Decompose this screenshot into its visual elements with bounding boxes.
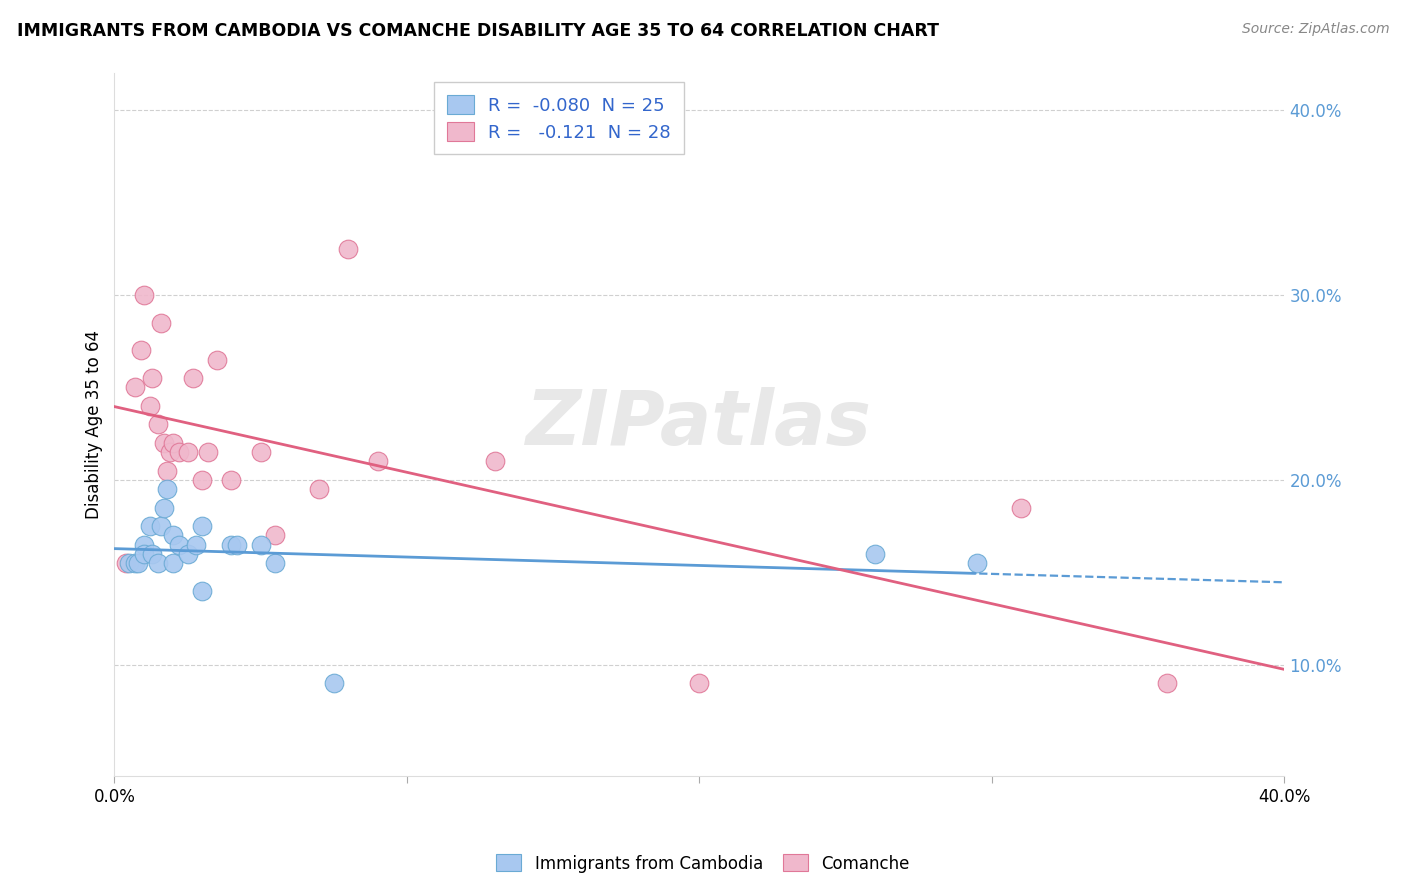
Point bbox=[966, 556, 988, 570]
Point bbox=[150, 316, 173, 330]
Point bbox=[138, 519, 160, 533]
Point bbox=[205, 352, 228, 367]
Point bbox=[176, 547, 198, 561]
Point bbox=[124, 380, 146, 394]
Point bbox=[221, 538, 243, 552]
Point bbox=[150, 519, 173, 533]
Point bbox=[484, 454, 506, 468]
Point bbox=[162, 436, 184, 450]
Point bbox=[176, 445, 198, 459]
Point bbox=[156, 482, 179, 496]
Point bbox=[141, 371, 163, 385]
Point bbox=[264, 556, 287, 570]
Point bbox=[688, 676, 710, 690]
Point bbox=[141, 547, 163, 561]
Point bbox=[1156, 676, 1178, 690]
Point bbox=[226, 538, 249, 552]
Point bbox=[186, 538, 208, 552]
Point bbox=[863, 547, 886, 561]
Point bbox=[191, 583, 214, 598]
Text: IMMIGRANTS FROM CAMBODIA VS COMANCHE DISABILITY AGE 35 TO 64 CORRELATION CHART: IMMIGRANTS FROM CAMBODIA VS COMANCHE DIS… bbox=[17, 22, 939, 40]
Point bbox=[308, 482, 330, 496]
Legend: Immigrants from Cambodia, Comanche: Immigrants from Cambodia, Comanche bbox=[489, 847, 917, 880]
Point bbox=[118, 556, 141, 570]
Point bbox=[337, 242, 360, 256]
Legend: R =  -0.080  N = 25, R =   -0.121  N = 28: R = -0.080 N = 25, R = -0.121 N = 28 bbox=[434, 82, 683, 154]
Point bbox=[127, 556, 149, 570]
Point bbox=[167, 538, 190, 552]
Point bbox=[115, 556, 138, 570]
Point bbox=[153, 500, 176, 515]
Point bbox=[162, 556, 184, 570]
Point bbox=[132, 538, 155, 552]
Text: Source: ZipAtlas.com: Source: ZipAtlas.com bbox=[1241, 22, 1389, 37]
Point bbox=[132, 547, 155, 561]
Point bbox=[153, 436, 176, 450]
Point bbox=[1010, 500, 1032, 515]
Point bbox=[124, 556, 146, 570]
Point bbox=[148, 417, 170, 432]
Point bbox=[167, 445, 190, 459]
Point bbox=[183, 371, 205, 385]
Y-axis label: Disability Age 35 to 64: Disability Age 35 to 64 bbox=[86, 330, 103, 519]
Point bbox=[148, 556, 170, 570]
Point bbox=[129, 343, 152, 358]
Point bbox=[132, 288, 155, 302]
Point bbox=[138, 399, 160, 413]
Point bbox=[221, 473, 243, 487]
Point bbox=[249, 445, 271, 459]
Point bbox=[191, 473, 214, 487]
Text: ZIPatlas: ZIPatlas bbox=[526, 387, 872, 461]
Point bbox=[264, 528, 287, 542]
Point bbox=[156, 464, 179, 478]
Point bbox=[367, 454, 389, 468]
Point bbox=[249, 538, 271, 552]
Point bbox=[197, 445, 219, 459]
Point bbox=[159, 445, 181, 459]
Point bbox=[322, 676, 344, 690]
Point bbox=[162, 528, 184, 542]
Point bbox=[191, 519, 214, 533]
